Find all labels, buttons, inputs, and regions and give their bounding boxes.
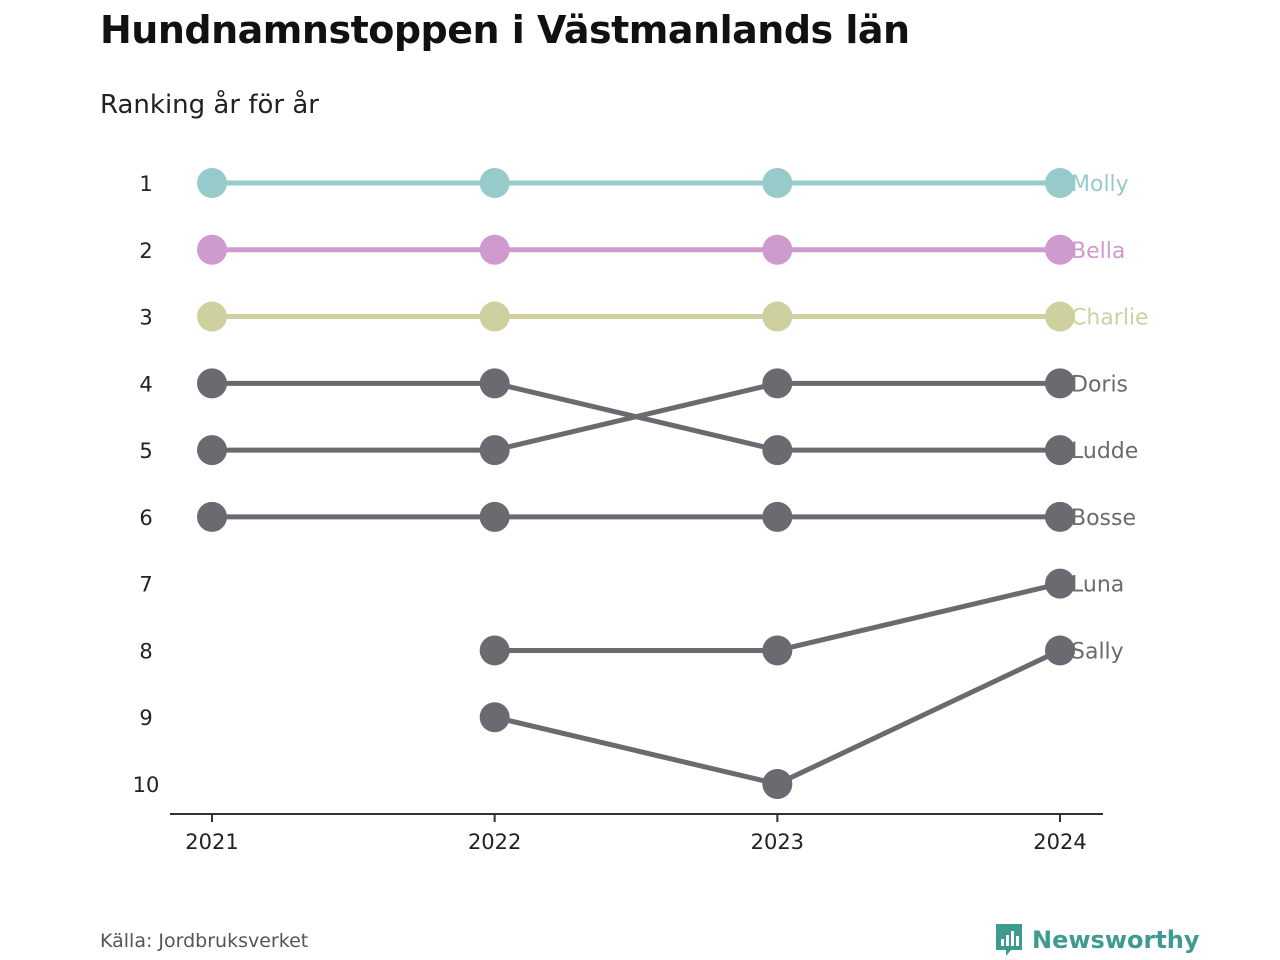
data-point-bella xyxy=(197,234,227,265)
chart-subtitle: Ranking år för år xyxy=(100,90,319,120)
chart-title: Hundnamnstoppen i Västmanlands län xyxy=(100,8,910,52)
data-point-doris xyxy=(479,435,510,466)
series-lines xyxy=(209,180,1063,787)
x-tick-label: 2022 xyxy=(468,830,521,854)
series-label-sally: Sally xyxy=(1071,639,1124,664)
data-point-charlie xyxy=(762,301,793,332)
data-point-bosse xyxy=(762,501,793,532)
data-point-sally xyxy=(1045,635,1075,666)
y-tick-label: 8 xyxy=(139,639,152,663)
data-point-luna xyxy=(479,635,510,666)
data-point-bella xyxy=(1045,234,1075,265)
series-label-ludde: Ludde xyxy=(1071,439,1138,464)
y-tick-label: 3 xyxy=(139,306,152,330)
data-point-charlie xyxy=(479,301,510,332)
data-point-ludde xyxy=(1045,435,1075,466)
y-tick-label: 1 xyxy=(139,172,152,196)
data-point-doris xyxy=(762,368,793,399)
x-tick-label: 2023 xyxy=(751,830,804,854)
series-line-sally xyxy=(492,714,780,787)
y-tick-label: 10 xyxy=(133,773,160,797)
data-point-charlie xyxy=(197,301,227,332)
y-tick-label: 5 xyxy=(139,439,152,463)
series-line-luna xyxy=(774,581,1063,653)
series-line-ludde xyxy=(492,380,780,453)
x-tick-label: 2021 xyxy=(185,830,238,854)
axis-layer: 2021 2022 2023 2024 1 2 3 4 5 6 7 8 9 10 xyxy=(133,172,1103,854)
series-labels: Doris Ludde Bosse Luna Sally Molly Bella Charli… xyxy=(1071,172,1149,664)
data-point-molly xyxy=(762,168,793,198)
data-point-sally xyxy=(479,702,510,733)
series-label-luna: Luna xyxy=(1071,573,1124,598)
bar-chart-badge-icon xyxy=(996,924,1022,956)
series-label-doris: Doris xyxy=(1071,372,1128,397)
data-point-molly xyxy=(1045,168,1075,198)
series-line-sally xyxy=(774,647,1063,787)
data-point-bosse xyxy=(479,501,510,532)
data-point-bella xyxy=(762,234,793,265)
data-point-ludde xyxy=(762,435,793,466)
y-tick-label: 7 xyxy=(139,573,152,597)
data-point-bosse xyxy=(197,501,227,532)
brand[interactable]: Newsworthy xyxy=(994,922,1200,958)
data-point-ludde xyxy=(479,368,510,399)
series-label-charlie: Charlie xyxy=(1071,306,1149,331)
data-point-luna xyxy=(1045,568,1075,599)
data-point-doris xyxy=(197,435,227,466)
series-label-bella: Bella xyxy=(1071,239,1125,264)
data-point-bella xyxy=(479,234,510,265)
data-point-doris xyxy=(1045,368,1075,399)
y-tick-label: 9 xyxy=(139,706,152,730)
brand-name: Newsworthy xyxy=(1032,926,1200,954)
data-point-ludde xyxy=(197,368,227,399)
series-points xyxy=(197,168,1075,799)
data-point-luna xyxy=(762,635,793,666)
source-note: Källa: Jordbruksverket xyxy=(100,930,309,952)
data-point-charlie xyxy=(1045,301,1075,332)
series-label-molly: Molly xyxy=(1071,172,1129,197)
data-point-sally xyxy=(762,769,793,799)
series-label-bosse: Bosse xyxy=(1071,506,1136,531)
y-tick-label: 6 xyxy=(139,506,152,530)
y-tick-label: 4 xyxy=(139,372,152,396)
data-point-bosse xyxy=(1045,501,1075,532)
y-tick-label: 2 xyxy=(139,239,152,263)
x-tick-label: 2024 xyxy=(1033,830,1086,854)
data-point-molly xyxy=(197,168,227,198)
data-point-molly xyxy=(479,168,510,198)
